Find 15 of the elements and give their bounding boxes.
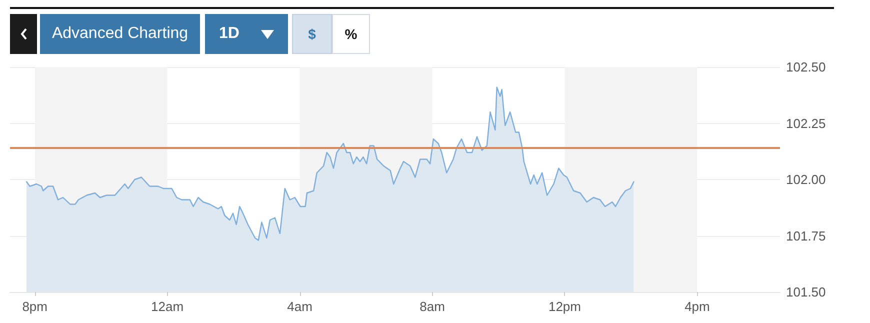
x-tick-label: 4pm	[684, 299, 710, 314]
y-tick-label: 102.00	[786, 172, 826, 187]
y-tick-label: 101.50	[786, 284, 826, 300]
y-tick-label: 102.50	[786, 60, 826, 74]
x-tick-label: 12pm	[548, 299, 581, 314]
y-tick-label: 101.75	[786, 228, 826, 244]
y-tick-label: 102.25	[786, 116, 826, 131]
text: %	[332, 14, 370, 54]
text: Advanced Charting	[40, 14, 200, 54]
x-tick-label: 8pm	[22, 299, 48, 314]
x-tick-label: 12am	[151, 299, 184, 314]
text: 1D	[219, 25, 240, 43]
x-tick-label: 8am	[420, 299, 445, 314]
text: $	[292, 14, 332, 54]
x-tick-label: 4am	[287, 299, 312, 314]
